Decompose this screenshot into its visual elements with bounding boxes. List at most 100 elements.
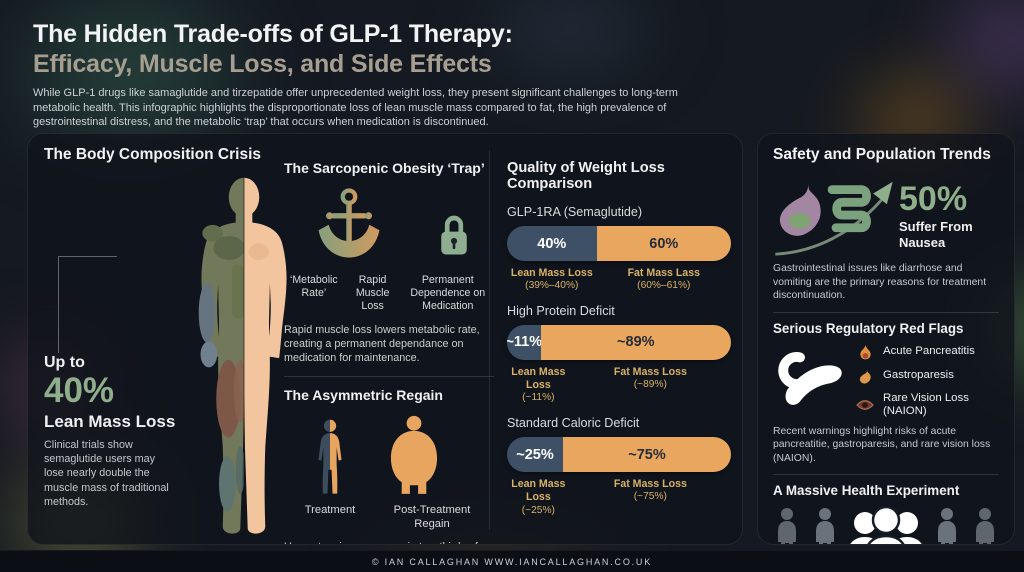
bar-segment: ~11% <box>507 324 542 360</box>
stacked-bar: 40% 60% <box>507 226 731 261</box>
person-icon <box>976 508 994 544</box>
red-flag-label: Acute Pancreatitis <box>883 345 975 358</box>
flame-icon <box>855 344 875 361</box>
red-flag-item: Acute Pancreatitis <box>855 344 999 361</box>
bar-segment: ~25% <box>507 437 563 473</box>
chart-label: Standard Caloric Deficit <box>507 416 640 431</box>
stacked-bar: ~11% ~89% <box>507 324 731 360</box>
segment-range: (60%–61%) <box>637 280 691 292</box>
footer-bar: © IAN CALLAGHAN WWW.IANCALLAGHAN.CO.UK <box>0 550 1024 572</box>
nausea-block: 50% Suffer From Nausea <box>773 170 999 262</box>
section-divider <box>773 311 999 313</box>
red-flag-label: Rare Vision Loss (NAION) <box>883 391 969 417</box>
figure-label: Post-Treatment Regain <box>393 503 471 530</box>
trend-arrow-icon <box>873 181 893 205</box>
segment-label: Lean Mass Loss (~25%) <box>507 478 570 517</box>
segment-label: Fat Mass Loss (~75%) <box>570 478 731 517</box>
lean-mass-stat: Up to 40% Lean Mass Loss Clinical trials… <box>44 354 196 509</box>
stat-label: Lean Mass Loss <box>44 411 176 431</box>
nausea-description: Gastrointestinal issues like diarrhose a… <box>773 263 987 302</box>
figure-label: Treatment <box>304 503 356 516</box>
bar-labels: Lean Mass Loss (~11%) Fat Mass Loss (~89%) <box>507 366 731 405</box>
section-divider <box>773 474 999 476</box>
sarcopenic-label: ‘Metabolic Rate’ <box>290 274 338 300</box>
stomach-nausea-icon <box>779 179 821 236</box>
section-divider <box>284 375 494 377</box>
sarcopenic-description: Rapid muscle loss lowers metabolic rate,… <box>284 323 480 364</box>
fat-figure-icon <box>390 415 438 494</box>
nausea-label: Suffer From Nausea <box>899 219 973 250</box>
person-icon <box>816 508 834 544</box>
header: The Hidden Trade-offs of GLP-1 Therapy: … <box>33 20 733 130</box>
experiment-title: A Massive Health Experiment <box>773 483 960 499</box>
red-flag-label: Gastroparesis <box>883 369 954 382</box>
intestines-icon <box>827 185 871 233</box>
bar-labels: Lean Mass Loss (~25%) Fat Mass Loss (~75%) <box>507 478 731 517</box>
page-subtitle: Efficacy, Muscle Loss, and Side Effects <box>33 50 492 78</box>
segment-range: (~11%) <box>522 392 555 404</box>
segment-range: (39%–40%) <box>525 280 579 292</box>
regain-figure-labels: Treatment Post-Treatment Regain <box>284 503 494 531</box>
weight-loss-chart: Standard Caloric Deficit ~25% ~75% Lean Mas… <box>507 416 731 517</box>
population-icons <box>778 506 994 544</box>
body-composition-panel: The Body Composition Crisis <box>27 133 743 545</box>
stat-prefix: Up to <box>44 354 85 371</box>
segment-name: Fat Mass Loss <box>613 365 687 378</box>
regain-title: The Asymmetric Regain <box>284 386 443 403</box>
safety-title: Safety and Population Trends <box>773 146 991 163</box>
trend-curve-icon <box>775 192 888 256</box>
segment-range: (~25%) <box>521 504 555 516</box>
red-flag-item: Gastroparesis <box>855 368 999 385</box>
segment-name: Lean Mass Loss <box>510 267 593 279</box>
pancreas-icon <box>778 351 842 405</box>
segment-label: Fat Mass Loss (~89%) <box>570 366 731 405</box>
chart-label: GLP-1RA (Semaglutide) <box>507 205 643 219</box>
red-flag-item: Rare Vision Loss (NAION) <box>855 392 999 418</box>
segment-name: Fat Mass Loss <box>613 478 687 491</box>
sarcopenic-label: Rapid Muscle Loss <box>355 274 390 313</box>
person-icon <box>778 508 796 544</box>
weight-loss-chart: GLP-1RA (Semaglutide) 40% 60% Lean Mass Los… <box>507 205 731 293</box>
background-blob <box>880 0 1024 150</box>
regain-figures <box>284 413 494 499</box>
stacked-bar: ~25% ~75% <box>507 437 731 473</box>
red-flags-row: Acute Pancreatitis Gastroparesis <box>773 342 999 425</box>
page-title: The Hidden Trade-offs of GLP-1 Therapy: <box>33 20 513 48</box>
red-flags-list: Acute Pancreatitis Gastroparesis <box>855 342 999 425</box>
stat-callout-bracket <box>58 256 117 353</box>
sarcopenic-label: Permanent Dependence on Medication <box>410 274 486 313</box>
stomach-icon <box>855 368 875 385</box>
segment-name: Lean Mass Loss <box>511 478 566 504</box>
bar-segment: ~89% <box>540 324 731 360</box>
lock-icon <box>441 215 467 255</box>
nausea-value: 50% <box>899 180 968 218</box>
panel-title: The Body Composition Crisis <box>44 146 262 163</box>
sarcopenic-labels: ‘Metabolic Rate’ Rapid Muscle Loss Perma… <box>284 274 494 314</box>
split-body-illustration <box>198 177 287 537</box>
stat-description: Clinical trials show semaglutide users m… <box>44 438 169 508</box>
quality-charts: GLP-1RA (Semaglutide) 40% 60% Lean Mass Los… <box>507 205 731 517</box>
footer-credit: © IAN CALLAGHAN WWW.IANCALLAGHAN.CO.UK <box>371 556 653 567</box>
weight-loss-chart: High Protein Deficit ~11% ~89% Lean Mass Lo… <box>507 304 731 405</box>
stat-value: 40% <box>44 371 115 410</box>
segment-range: (~75%) <box>633 491 667 503</box>
intro-paragraph: While GLP-1 drugs like samaglutide and t… <box>33 87 678 129</box>
segment-name: Lean Mass Loss <box>511 365 566 392</box>
bar-segment: 60% <box>596 226 731 261</box>
segment-name: Fat Mass Lass <box>627 267 700 279</box>
segment-label: Fat Mass Lass (60%–61%) <box>597 267 731 293</box>
thin-figure-icon <box>318 419 342 494</box>
middle-column: The Sarcopenic Obesity ‘Trap’ <box>284 160 494 544</box>
segment-label: Lean Mass Loss (39%–40%) <box>507 267 597 293</box>
bar-segment: ~75% <box>563 437 731 473</box>
vertical-divider <box>489 150 490 530</box>
chart-label: High Protein Deficit <box>507 303 615 318</box>
segment-range: (~89%) <box>633 379 667 391</box>
eye-icon <box>855 399 875 411</box>
sarcopenic-title: The Sarcopenic Obesity ‘Trap’ <box>284 160 485 176</box>
segment-label: Lean Mass Loss (~11%) <box>507 366 570 405</box>
bar-segment: 40% <box>507 226 597 261</box>
gi-icons <box>775 179 893 256</box>
quality-title: Quality of Weight Loss Comparison <box>507 160 665 192</box>
